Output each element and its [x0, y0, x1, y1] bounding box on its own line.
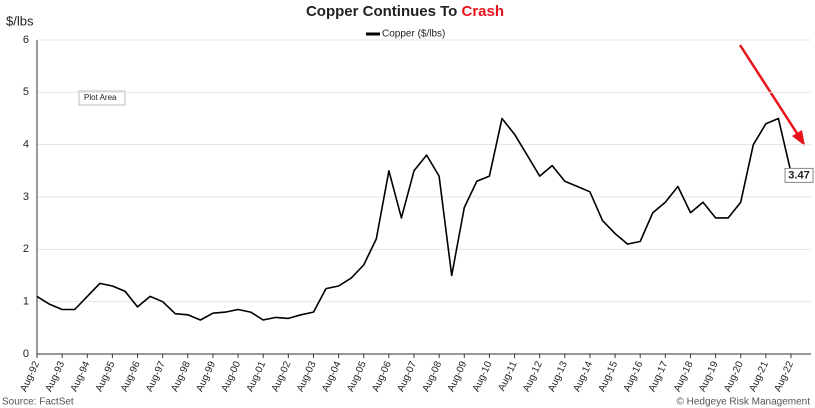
y-tick-label: 4	[23, 139, 29, 151]
x-tick-label: Aug-22	[773, 359, 797, 393]
x-tick-label: Aug-08	[421, 359, 445, 393]
y-tick-label: 6	[23, 34, 29, 46]
x-tick-label: Aug-10	[471, 359, 495, 393]
x-tick-label: Aug-12	[521, 359, 545, 393]
x-tick-label: Aug-21	[747, 359, 771, 393]
y-tick-label: 1	[23, 296, 29, 308]
x-tick-label: Aug-20	[722, 359, 746, 393]
x-tick-label: Aug-96	[119, 359, 143, 393]
x-tick-label: Aug-11	[496, 359, 519, 393]
y-tick-label: 0	[23, 348, 29, 360]
legend-label: Copper ($/lbs)	[382, 29, 445, 40]
trend-arrow	[738, 44, 802, 139]
chart-title: Copper Continues To Crash	[306, 3, 504, 20]
title-text: Copper Continues To	[306, 3, 457, 20]
source: Source: FactSet	[2, 397, 74, 408]
y-axis-label: $/lbs	[6, 13, 34, 28]
x-tick-label: Aug-97	[144, 359, 168, 393]
trend-arrowhead	[792, 130, 805, 146]
end-label-box	[784, 167, 814, 183]
end-label: 3.47	[788, 169, 809, 181]
x-tick-label: Aug-05	[345, 359, 369, 393]
y-tick-label: 5	[23, 86, 29, 98]
x-tick-label: Aug-92	[19, 359, 43, 393]
x-tick-label: Aug-02	[270, 359, 294, 393]
x-tick-label: Aug-18	[672, 359, 696, 393]
x-tick-label: Aug-00	[220, 359, 244, 393]
x-tick-label: Aug-13	[546, 359, 570, 393]
x-tick-label: Aug-94	[69, 359, 93, 393]
title-highlight: Crash	[462, 3, 505, 20]
y-tick-label: 3	[23, 191, 29, 203]
x-tick-label: Aug-98	[169, 359, 193, 393]
x-tick-label: Aug-15	[597, 359, 621, 393]
x-tick-label: Aug-93	[44, 359, 68, 393]
x-tick-label: Aug-01	[245, 359, 269, 393]
annotation-box	[78, 90, 126, 106]
x-tick-label: Aug-19	[697, 359, 721, 393]
x-tick-label: Aug-14	[571, 359, 595, 393]
annotation: Plot Area	[84, 93, 117, 102]
x-tick-label: Aug-09	[446, 359, 470, 393]
x-tick-label: Aug-04	[320, 359, 344, 393]
x-tick-label: Aug-07	[396, 359, 420, 393]
x-tick-label: Aug-16	[622, 359, 646, 393]
x-tick-label: Aug-99	[194, 359, 218, 393]
x-tick-label: Aug-17	[647, 359, 671, 393]
credit: © Hedgeye Risk Management	[676, 397, 810, 408]
x-tick-label: Aug-06	[370, 359, 394, 393]
x-tick-label: Aug-03	[295, 359, 319, 393]
line-series	[36, 117, 792, 321]
y-tick-label: 2	[23, 243, 29, 255]
x-tick-label: Aug-95	[94, 359, 118, 393]
